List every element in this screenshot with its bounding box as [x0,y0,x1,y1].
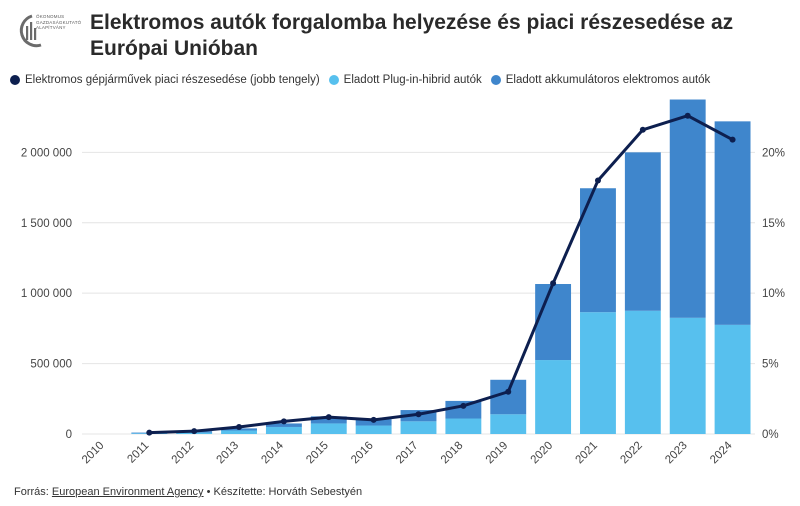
logo-line: ÖKONOMUS [36,14,65,19]
y2-tick-label: 0% [762,429,779,441]
footer-prefix: Forrás: [14,486,52,498]
market-share-point [325,414,332,421]
x-tick-label: 2012 [170,440,197,467]
x-tick-label: 2021 [574,440,601,467]
bar-phev [355,425,392,434]
footer-source: Forrás: European Environment Agency • Ké… [14,486,362,498]
bar-phev [669,317,706,434]
legend-label: Eladott akkumulátoros elektromos autók [505,74,711,86]
bar-bev [265,423,302,427]
source-link[interactable]: European Environment Agency [51,486,204,498]
market-share-point [460,402,467,409]
x-tick-label: 2011 [125,440,151,466]
market-share-point [684,112,691,119]
bar-phev [221,430,257,434]
bar-phev [580,312,616,434]
legend-item-phev: Eladott Plug-in-hibrid autók [328,74,482,86]
legend-label: Eladott Plug-in-hibrid autók [343,74,482,86]
okonomus-logo [19,14,42,48]
y-tick-label: 1 500 000 [21,218,72,230]
bar-phev [535,360,572,434]
market-share-point [191,428,198,435]
x-tick-label: 2017 [394,440,421,467]
market-share-point [729,136,736,143]
x-tick-label: 2013 [215,440,242,467]
market-share-point [550,280,557,287]
market-share-line [149,114,734,435]
x-tick-label: 2018 [439,440,466,467]
chart-title: Elektromos autók forgalomba helyezése és… [90,11,734,60]
y-tick-label: 500 000 [30,359,72,371]
chart-legend: Elektromos gépjárművek piaci részesedése… [10,74,719,86]
logo-line: ALAPÍTVÁNY [36,25,66,30]
x-tick-label: 2010 [80,440,107,467]
legend-item-bev: Eladott akkumulátoros elektromos autók [490,74,711,86]
bar-bev [535,284,572,361]
bar-phev [490,414,527,434]
bar-bev [669,99,706,318]
y-tick-label: 0 [66,429,72,441]
y2-tick-label: 20% [762,147,785,159]
x-tick-label: 2015 [304,440,331,467]
x-tick-label: 2019 [484,440,511,467]
legend-label: Elektromos gépjárművek piaci részesedése… [25,74,320,86]
logo-text: ÖKONOMUS GAZDASÁGKUTATÓ ALAPÍTVÁNY [36,14,81,31]
y2-tick-label: 5% [762,359,779,371]
market-share-point [280,418,287,425]
legend-swatch [10,75,20,85]
x-tick-label: 2022 [618,440,645,467]
bar-phev [310,423,347,434]
market-share-point [146,429,153,436]
bar-phev [445,418,482,434]
market-share-point [370,416,377,423]
bar-bev [624,152,661,311]
market-share-point [505,388,512,395]
market-share-point [415,411,422,418]
y2-tick-label: 15% [762,218,785,230]
bar-bev [714,121,751,325]
y-tick-label: 1 000 000 [21,288,72,300]
legend-swatch [490,75,501,85]
x-tick-label: 2016 [349,440,376,467]
market-share-point [594,177,601,184]
logo-line: GAZDASÁGKUTATÓ [36,19,82,25]
x-tick-label: 2014 [259,439,286,466]
legend-item-market-share: Elektromos gépjárművek piaci részesedése… [10,74,320,86]
footer-suffix: • Készítette: Horváth Sebestyén [203,486,363,498]
legend-swatch [328,75,339,85]
y2-tick-label: 10% [762,288,785,300]
market-share-point [236,423,243,430]
market-share-point [639,126,646,133]
bar-bev [445,400,482,419]
bar-phev [624,310,661,434]
bar-phev [714,324,751,434]
bar-phev [265,426,302,434]
bar-phev [400,421,437,434]
y-tick-label: 2 000 000 [21,147,72,159]
x-tick-label: 2023 [663,440,690,467]
x-tick-label: 2024 [708,439,735,466]
x-tick-label: 2020 [529,440,556,467]
